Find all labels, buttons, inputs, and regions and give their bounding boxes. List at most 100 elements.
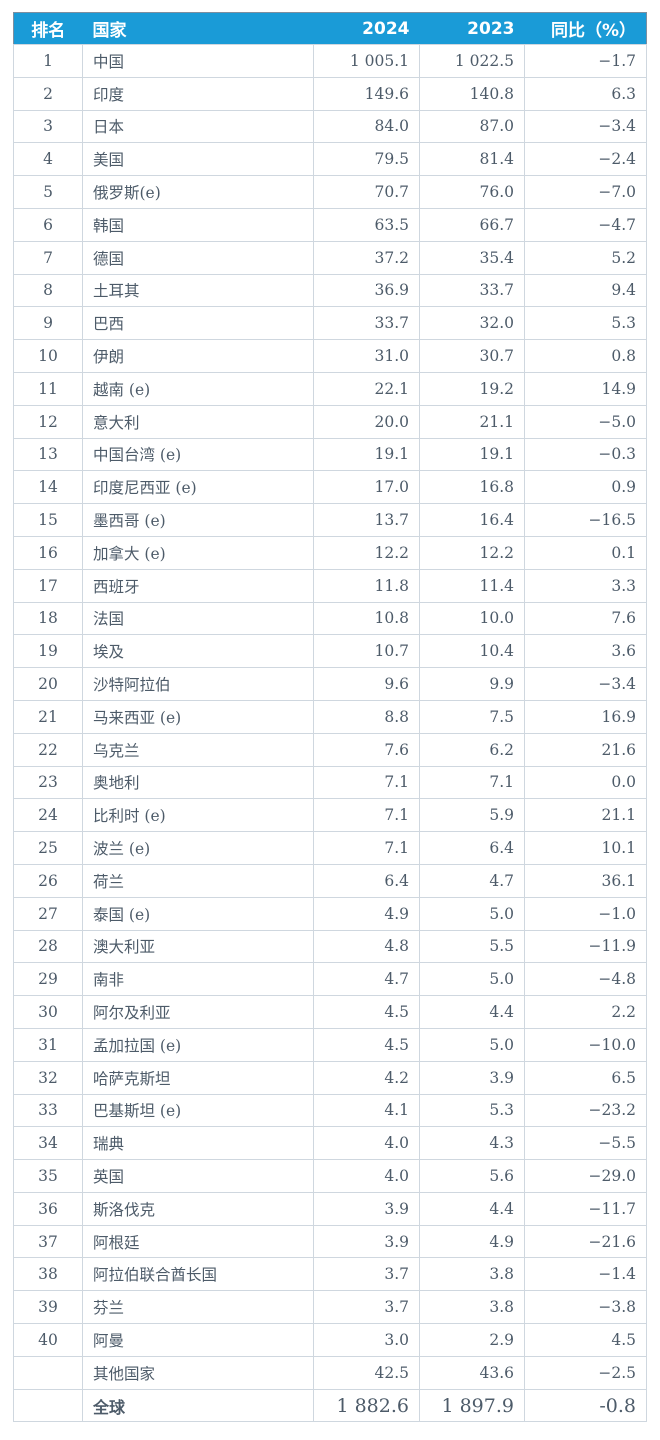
table-row: 31 孟加拉国 (e) 4.5 5.0 −10.0	[13, 1027, 647, 1062]
value-2023-cell: 5.0	[419, 896, 525, 931]
table-row: 28 澳大利亚 4.8 5.5 −11.9	[13, 929, 647, 964]
value-2023-cell: 5.9	[419, 798, 525, 833]
value-2023-cell: 7.1	[419, 765, 525, 800]
value-2024-cell: 70.7	[313, 175, 420, 209]
value-2024-cell: 11.8	[313, 568, 420, 603]
value-2023-cell: 19.2	[419, 371, 525, 406]
steel-production-table: 排名 国家 2024 2023 同比（%） 1 中国 1 005.1 1 022.5−…	[13, 12, 647, 1423]
table-row: 3 日本 84.0 87.0 −3.4	[13, 109, 647, 144]
value-2024-cell: 20.0	[313, 404, 420, 439]
value-2023-cell: 32.0	[419, 306, 525, 341]
country-cell: 哈萨克斯坦	[82, 1060, 314, 1095]
table-row: 36 斯洛伐克 3.9 4.4 −11.7	[13, 1191, 647, 1226]
country-cell: 中国台湾 (e)	[82, 437, 314, 472]
country-cell: 意大利	[82, 404, 314, 439]
rank-cell: 19	[13, 634, 83, 669]
country-cell: 加拿大 (e)	[82, 535, 314, 570]
rank-cell: 39	[13, 1290, 83, 1325]
rank-cell: 37	[13, 1224, 83, 1259]
country-cell: 孟加拉国 (e)	[82, 1027, 314, 1062]
country-cell: 南非	[82, 962, 314, 997]
yoy-cell: 3.6	[524, 634, 647, 669]
country-cell: 其他国家	[82, 1355, 314, 1390]
value-2024-cell: 10.7	[313, 634, 420, 669]
value-2023-cell: 76.0	[419, 175, 525, 209]
rank-cell: 34	[13, 1126, 83, 1161]
yoy-cell: 0.9	[524, 470, 647, 505]
yoy-cell: −16.5	[524, 503, 647, 537]
country-cell: 马来西亚 (e)	[82, 699, 314, 734]
value-2024-cell: 33.7	[313, 306, 420, 341]
yoy-cell: 21.6	[524, 732, 647, 767]
country-cell: 荷兰	[82, 863, 314, 898]
value-2023-cell: 10.0	[419, 601, 525, 636]
country-cell: 墨西哥 (e)	[82, 503, 314, 537]
value-2023-cell: 5.6	[419, 1159, 525, 1193]
country-cell: 澳大利亚	[82, 929, 314, 964]
rank-cell: 30	[13, 995, 83, 1029]
rank-cell: 25	[13, 831, 83, 865]
table-row: 15 墨西哥 (e) 13.7 16.4 −16.5	[13, 503, 647, 537]
country-cell: 阿拉伯联合酋长国	[82, 1257, 314, 1292]
yoy-cell: 0.0	[524, 765, 647, 800]
table-row: 26 荷兰 6.4 4.7 36.1	[13, 863, 647, 898]
rank-cell: 15	[13, 503, 83, 537]
yoy-cell: −4.7	[524, 207, 647, 242]
country-cell: 阿根廷	[82, 1224, 314, 1259]
value-2023-cell: 5.5	[419, 929, 525, 964]
value-2023-cell: 43.6	[419, 1355, 525, 1390]
value-2024-cell: 3.7	[313, 1257, 420, 1292]
table-row: 32 哈萨克斯坦 4.2 3.9 6.5	[13, 1060, 647, 1095]
country-cell: 巴基斯坦 (e)	[82, 1093, 314, 1128]
rank-cell: 3	[13, 109, 83, 144]
table-row: 25 波兰 (e) 7.1 6.4 10.1	[13, 831, 647, 865]
value-2024-cell: 36.9	[313, 273, 420, 308]
table-row: 19 埃及 10.7 10.4 3.6	[13, 634, 647, 669]
yoy-cell: 0.1	[524, 535, 647, 570]
table-row: 39 芬兰 3.7 3.8 −3.8	[13, 1290, 647, 1325]
value-2023-cell: 12.2	[419, 535, 525, 570]
country-cell: 中国	[82, 44, 314, 78]
yoy-cell: −0.3	[524, 437, 647, 472]
value-2023-cell: 3.8	[419, 1290, 525, 1325]
rank-cell: 13	[13, 437, 83, 472]
country-cell: 法国	[82, 601, 314, 636]
yoy-cell: −29.0	[524, 1159, 647, 1193]
value-2024-cell: 4.5	[313, 1027, 420, 1062]
rank-cell: 7	[13, 240, 83, 275]
value-2024-cell: 42.5	[313, 1355, 420, 1390]
rank-cell: 9	[13, 306, 83, 341]
table-row: 6 韩国 63.5 66.7 −4.7	[13, 207, 647, 242]
value-2024-cell: 4.0	[313, 1126, 420, 1161]
yoy-cell: −2.5	[524, 1355, 647, 1390]
country-cell: 比利时 (e)	[82, 798, 314, 833]
yoy-cell: −11.7	[524, 1191, 647, 1226]
table-row: 14 印度尼西亚 (e) 17.0 16.8 0.9	[13, 470, 647, 505]
value-2023-cell: 4.4	[419, 1191, 525, 1226]
yoy-cell: 10.1	[524, 831, 647, 865]
table-row: 7 德国 37.2 35.4 5.2	[13, 240, 647, 275]
rank-cell: 12	[13, 404, 83, 439]
value-2023-cell: 2.9	[419, 1323, 525, 1357]
table-row: 9 巴西 33.7 32.0 5.3	[13, 306, 647, 341]
country-cell: 阿曼	[82, 1323, 314, 1357]
yoy-cell: 7.6	[524, 601, 647, 636]
rank-cell: 36	[13, 1191, 83, 1226]
table-row: 33 巴基斯坦 (e) 4.1 5.3 −23.2	[13, 1093, 647, 1128]
value-2024-cell: 12.2	[313, 535, 420, 570]
value-2023-cell: 81.4	[419, 142, 525, 177]
value-2024-cell: 10.8	[313, 601, 420, 636]
value-2024-cell: 4.9	[313, 896, 420, 931]
rank-cell: 24	[13, 798, 83, 833]
rank-cell: 8	[13, 273, 83, 308]
header-2023: 2023	[419, 12, 525, 45]
value-2023-cell: 4.4	[419, 995, 525, 1029]
yoy-cell: −3.4	[524, 667, 647, 701]
value-2023-cell: 5.3	[419, 1093, 525, 1128]
country-cell: 韩国	[82, 207, 314, 242]
yoy-cell: −3.8	[524, 1290, 647, 1325]
header-yoy: 同比（%）	[524, 12, 647, 45]
yoy-cell: -0.8	[524, 1388, 647, 1423]
value-2023-cell: 140.8	[419, 76, 525, 111]
yoy-cell: 3.3	[524, 568, 647, 603]
